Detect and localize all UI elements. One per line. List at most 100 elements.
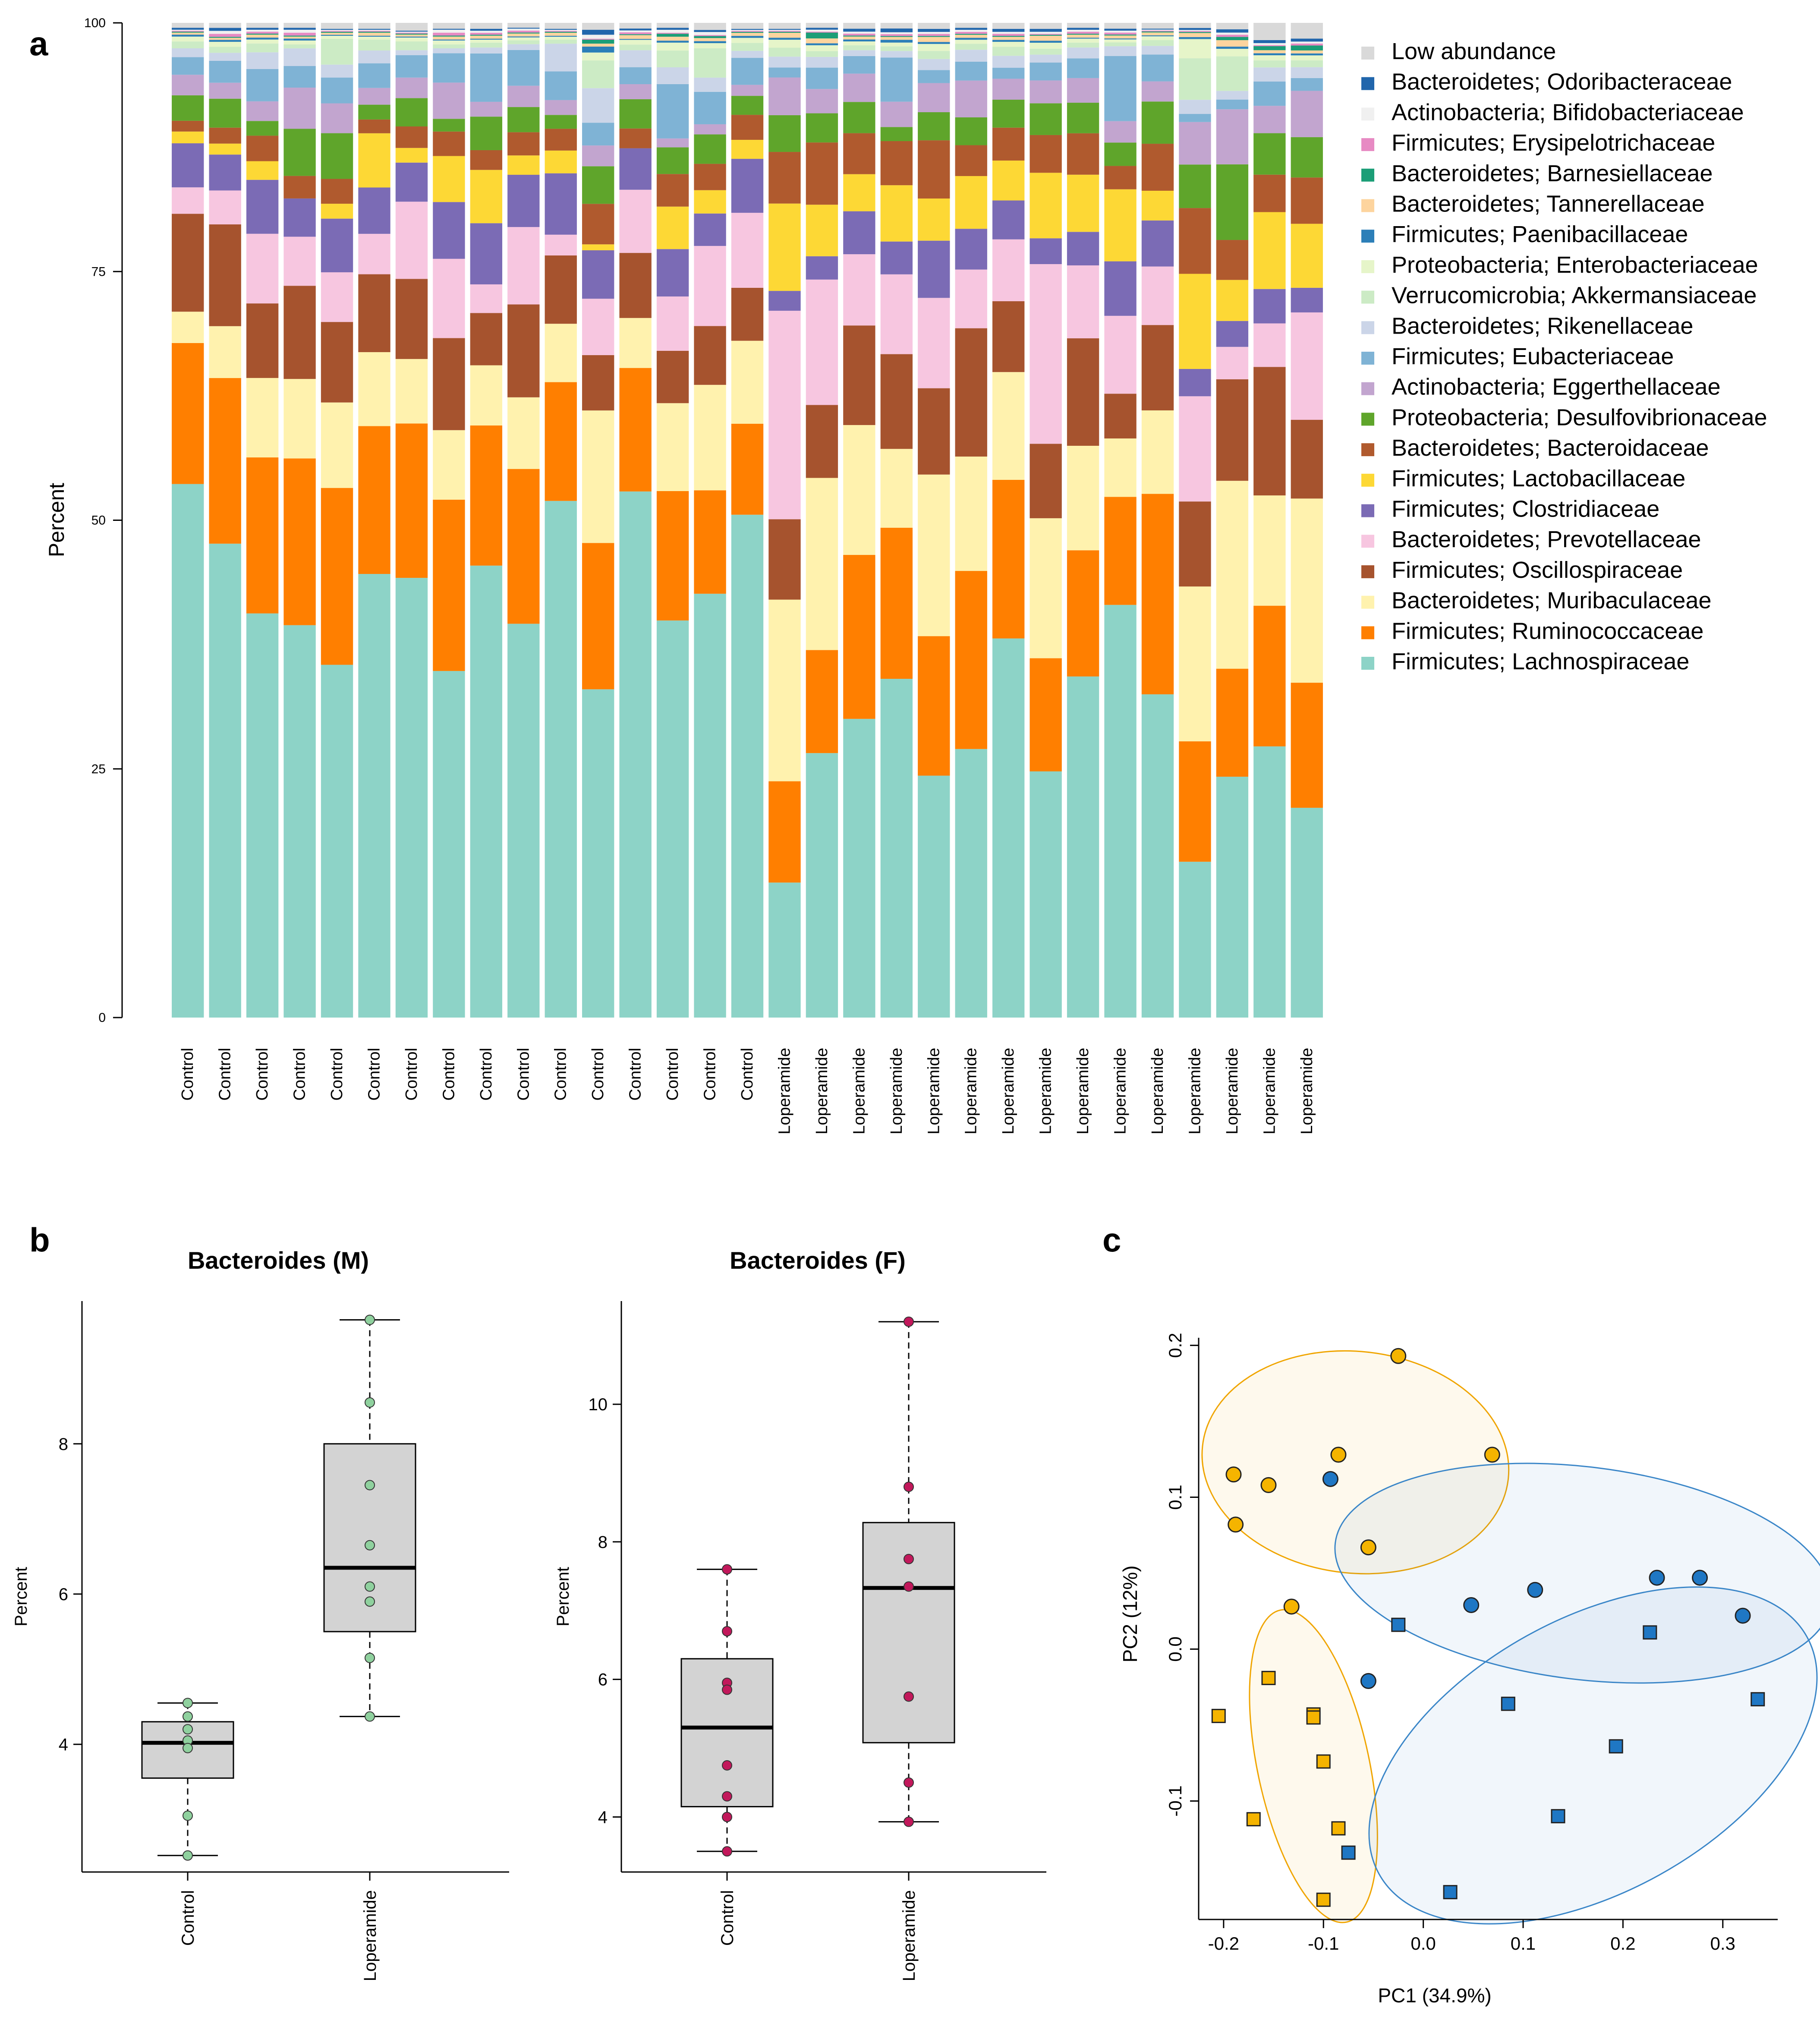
panel-a-bar-segment	[992, 23, 1025, 29]
panel-a-bar-segment	[1253, 23, 1286, 40]
panel-a-bar-segment	[731, 159, 764, 213]
panel-a-bar-segment	[992, 239, 1025, 302]
panel-a-bar-segment	[395, 41, 428, 50]
panel-a-bar-segment	[694, 32, 726, 35]
panel-c-y-tick-label: 0.2	[1165, 1333, 1185, 1358]
panel-a-x-tick-label: Loperamide	[888, 1048, 906, 1135]
panel-b-female-y-axis-label: Percent	[554, 1567, 573, 1626]
panel-a-bar-segment	[582, 543, 614, 690]
panel-a-bar-segment	[1291, 419, 1323, 499]
panel-a-bar-segment	[545, 382, 577, 501]
panel-a-bar-segment	[1141, 30, 1174, 32]
panel-a-bar-segment	[545, 31, 577, 32]
panel-a-bar-segment	[395, 578, 428, 1018]
panel-a-bar-segment	[1179, 369, 1211, 397]
panel-a-bar-segment	[545, 173, 577, 235]
panel-a-bar-segment	[1179, 861, 1211, 1018]
panel-c-confidence-ellipse	[1368, 1586, 1818, 1925]
panel-a-bar-segment	[918, 199, 950, 241]
panel-a-bar-segment	[246, 161, 279, 180]
panel-c-circle-point	[1228, 1516, 1244, 1533]
panel-a-bar-segment	[806, 67, 838, 89]
panel-a-bar-segment	[1179, 33, 1211, 37]
panel-a-bar-segment	[1141, 144, 1174, 191]
panel-a-x-tick-label: Control	[440, 1048, 458, 1101]
panel-a-bar-segment	[731, 213, 764, 288]
panel-c-x-tick-label: -0.2	[1208, 1933, 1239, 1954]
panel-a-bar-segment	[395, 55, 428, 78]
panel-a-bar-segment	[507, 30, 540, 33]
panel-a-legend-swatch	[1361, 473, 1374, 487]
panel-a-bar-segment	[321, 64, 353, 78]
panel-c-square-point	[1211, 1708, 1226, 1723]
panel-c-circle-point	[1692, 1569, 1708, 1586]
panel-a-bar-segment	[1067, 28, 1099, 30]
panel-a-bar-segment	[992, 100, 1025, 128]
panel-a-bar-segment	[1104, 142, 1137, 166]
panel-a-bar-segment	[955, 80, 987, 117]
panel-a-x-tick-label: Loperamide	[1037, 1048, 1055, 1135]
panel-a-bar-segment	[843, 28, 875, 32]
panel-a-legend-label: Bacteroidetes; Tannerellaceae	[1392, 191, 1705, 217]
panel-b-data-point	[365, 1581, 375, 1592]
panel-a-bar-segment	[1253, 53, 1286, 56]
panel-a-bar-segment	[1253, 82, 1286, 106]
panel-a-bar-segment	[731, 340, 764, 424]
panel-a-bar-segment	[1141, 101, 1174, 144]
panel-a-bar-segment	[992, 301, 1025, 372]
panel-b-data-point	[904, 1554, 914, 1564]
panel-a-bar-segment	[1141, 35, 1174, 37]
panel-a-bar-segment	[1216, 280, 1249, 321]
panel-a-bar-segment	[321, 38, 353, 65]
panel-a-bar-segment	[918, 37, 950, 42]
panel-a-bar-segment	[918, 70, 950, 83]
panel-a-bar-segment	[768, 40, 801, 48]
panel-a-bar-segment	[246, 303, 279, 378]
panel-a-bar-segment	[1104, 56, 1137, 121]
panel-a-bar-segment	[172, 143, 204, 188]
panel-a-legend-swatch	[1361, 138, 1374, 151]
panel-a-bar-segment	[1067, 174, 1099, 232]
panel-c-confidence-ellipse	[1201, 1350, 1510, 1575]
panel-a-bar-segment	[358, 28, 390, 30]
panel-a-bar-segment	[918, 83, 950, 113]
panel-a-y-tick-label: 50	[91, 514, 106, 528]
panel-a-bar-segment	[880, 127, 913, 141]
panel-a-bar-segment	[507, 107, 540, 132]
panel-a-bar-segment	[806, 405, 838, 478]
panel-a-bar-segment	[880, 23, 913, 29]
panel-a-bar-segment	[1216, 164, 1249, 240]
panel-a-bar-segment	[992, 37, 1025, 40]
panel-a-bar-segment	[843, 211, 875, 255]
panel-a-bar-segment	[806, 279, 838, 405]
panel-b-data-point	[722, 1760, 732, 1771]
panel-a-bar-segment	[172, 23, 204, 28]
panel-c-circle-point	[1283, 1598, 1300, 1615]
panel-a-bar-segment	[992, 40, 1025, 42]
panel-a-bar-segment	[283, 32, 316, 36]
panel-a-bar-segment	[507, 304, 540, 397]
panel-a-bar-segment	[1141, 410, 1174, 494]
panel-c-square-point	[1316, 1754, 1331, 1769]
panel-a-bar-segment	[1030, 63, 1062, 81]
panel-a-bar-segment	[656, 28, 689, 30]
panel-a-bar-segment	[507, 50, 540, 86]
panel-a-bar-segment	[843, 33, 875, 36]
panel-a-bar-segment	[619, 99, 652, 129]
panel-a-bar-segment	[768, 28, 801, 30]
panel-a-bar-segment	[694, 124, 726, 135]
panel-b-male-y-axis-label: Percent	[12, 1567, 31, 1626]
panel-a-bar-segment	[172, 28, 204, 30]
panel-a-bar-segment	[843, 36, 875, 40]
panel-a-bar-segment	[955, 28, 987, 30]
panel-b-y-tick-label: 6	[59, 1585, 68, 1604]
panel-a-bar-segment	[321, 218, 353, 272]
panel-a-bar-segment	[992, 638, 1025, 1018]
panel-a-bar-segment	[731, 31, 764, 32]
panel-a-bar-segment	[321, 272, 353, 322]
panel-a-bar-segment	[1141, 494, 1174, 694]
panel-a-bar-segment	[1030, 41, 1062, 43]
panel-a-bar-segment	[433, 28, 465, 30]
panel-a-bar-segment	[806, 205, 838, 256]
panel-a-bar-segment	[246, 43, 279, 53]
